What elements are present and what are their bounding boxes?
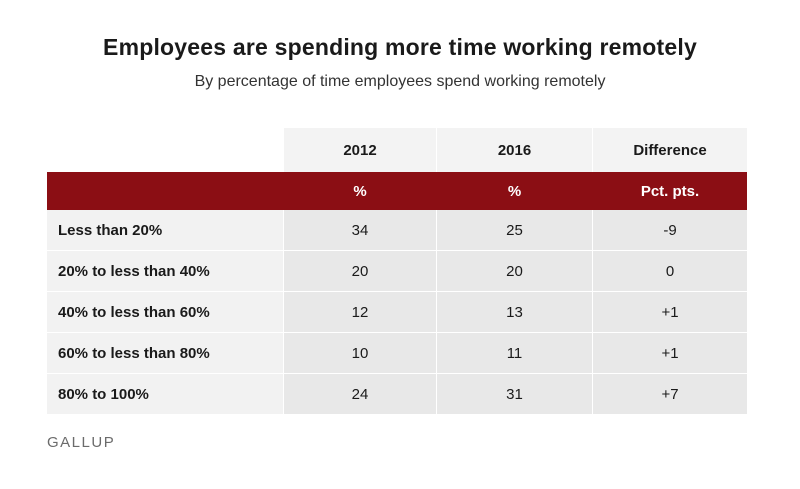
table-row: 20% to less than 40% 20 20 0 [47, 250, 747, 291]
row-label: Less than 20% [47, 210, 283, 250]
value-2016: 25 [437, 210, 592, 250]
table-body: Less than 20% 34 25 -9 20% to less than 40% 2… [47, 210, 747, 414]
unit-header-row: % % Pct. pts. [47, 172, 747, 210]
value-difference: +1 [593, 333, 747, 373]
value-2016: 11 [437, 333, 592, 373]
column-header-difference: Difference [593, 128, 747, 172]
chart-subtitle: By percentage of time employees spend wo… [194, 73, 606, 90]
value-difference: -9 [593, 210, 747, 250]
value-2016: 31 [437, 374, 592, 414]
table-row: 40% to less than 60% 12 13 +1 [47, 291, 747, 332]
source-label: GALLUP [47, 434, 116, 451]
column-header-2012: 2012 [284, 128, 436, 172]
column-header-2016: 2016 [437, 128, 592, 172]
value-2012: 24 [284, 374, 436, 414]
unit-label-2016: % [507, 182, 522, 200]
value-2012: 10 [284, 333, 436, 373]
value-2016: 13 [437, 292, 592, 332]
unit-label-2012: % [353, 182, 367, 200]
value-2012: 20 [284, 251, 436, 291]
data-table: 2012 2016 Difference % % Pct. pts. Less … [47, 128, 747, 414]
value-2012: 12 [284, 292, 436, 332]
row-label: 80% to 100% [47, 374, 283, 414]
table-row: 80% to 100% 24 31 +7 [47, 373, 747, 414]
table-row: 60% to less than 80% 10 11 +1 [47, 332, 747, 373]
chart-title: Employees are spending more time working… [103, 34, 697, 60]
value-2012: 34 [284, 210, 436, 250]
value-difference: +1 [593, 292, 747, 332]
value-difference: 0 [593, 251, 747, 291]
row-label: 40% to less than 60% [47, 292, 283, 332]
value-2016: 20 [437, 251, 592, 291]
row-label: 20% to less than 40% [47, 251, 283, 291]
column-header-row: 2012 2016 Difference [47, 128, 747, 172]
value-difference: +7 [593, 374, 747, 414]
unit-label-difference: Pct. pts. [640, 182, 700, 200]
table-row: Less than 20% 34 25 -9 [47, 210, 747, 250]
row-label: 60% to less than 80% [47, 333, 283, 373]
